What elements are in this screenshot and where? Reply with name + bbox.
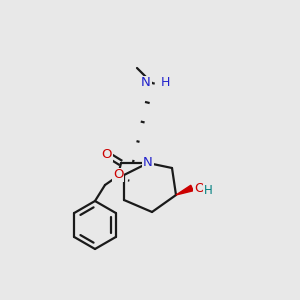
Text: O: O [102,148,112,161]
Text: N: N [143,157,153,169]
Text: N: N [141,76,151,89]
Text: O: O [194,182,205,194]
Text: H: H [204,184,213,197]
Polygon shape [176,185,193,195]
Text: H: H [161,76,170,89]
Text: O: O [113,169,123,182]
